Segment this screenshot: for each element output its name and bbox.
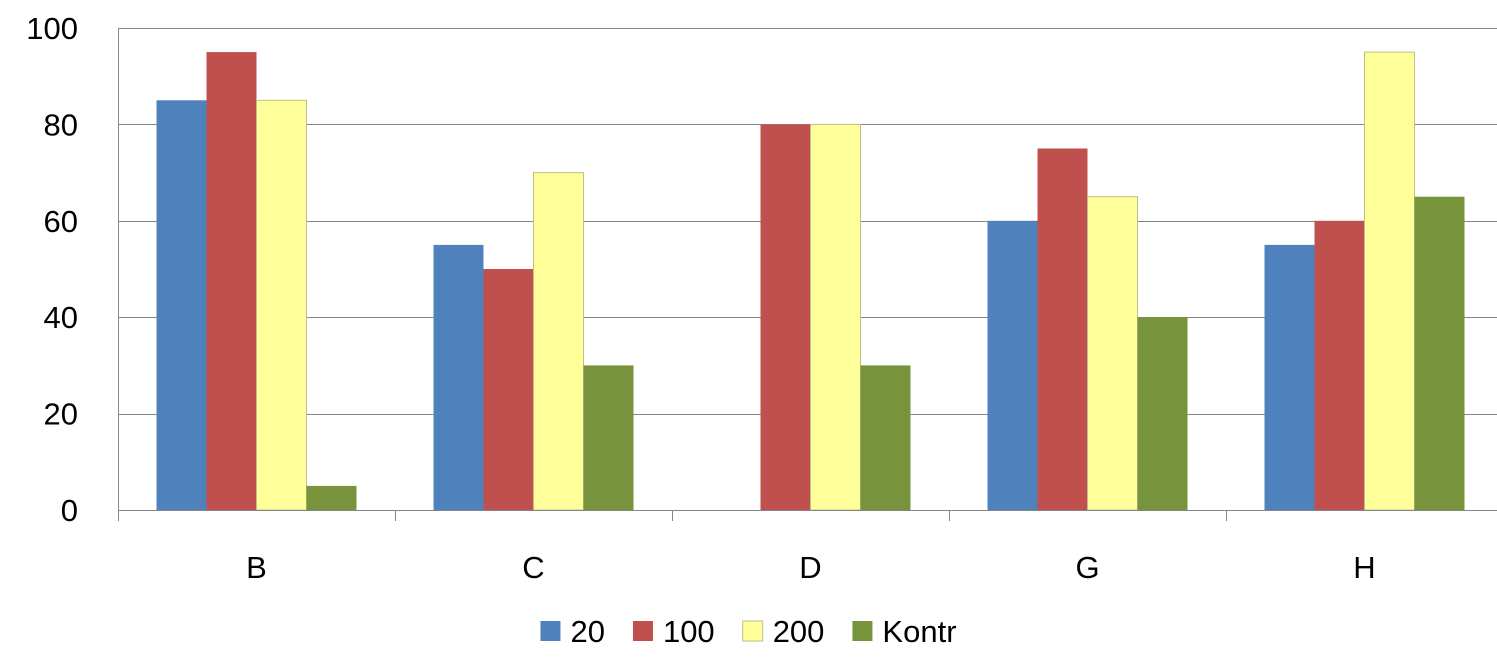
legend: 20 100 200 Kontr bbox=[540, 614, 957, 649]
y-tick-label: 20 bbox=[44, 397, 78, 432]
y-tick-label: 0 bbox=[61, 493, 78, 528]
y-tick-label: 100 bbox=[26, 11, 78, 46]
bar-20-B bbox=[156, 100, 207, 511]
legend-label: 200 bbox=[773, 614, 825, 649]
x-tick-label: D bbox=[799, 550, 821, 585]
legend-item-100: 100 bbox=[632, 614, 715, 649]
bar-200-G bbox=[1087, 196, 1138, 511]
bar-20-G bbox=[987, 220, 1038, 511]
bar-100-C bbox=[483, 269, 534, 510]
bar-Kontr-G bbox=[1137, 317, 1188, 510]
bar-Kontr-C bbox=[583, 365, 634, 510]
bar-100-G bbox=[1037, 148, 1088, 510]
legend-item-200: 200 bbox=[742, 614, 825, 649]
x-axis bbox=[118, 28, 1497, 521]
y-tick-label: 80 bbox=[44, 107, 78, 142]
legend-swatch bbox=[540, 621, 561, 641]
bar-20-C bbox=[433, 244, 484, 510]
bar-20-H bbox=[1264, 244, 1315, 510]
legend-label: Kontr bbox=[882, 614, 956, 649]
bar-Kontr-B bbox=[306, 485, 357, 510]
legend-item-Kontr: Kontr bbox=[852, 614, 957, 649]
legend-swatch bbox=[852, 621, 873, 641]
bar-Kontr-D bbox=[860, 365, 911, 510]
bars bbox=[156, 51, 1465, 511]
bar-100-B bbox=[206, 52, 257, 510]
x-tick-label: G bbox=[1075, 550, 1099, 585]
legend-label: 20 bbox=[570, 614, 604, 649]
bar-100-D bbox=[760, 124, 811, 511]
y-tick-label: 40 bbox=[44, 300, 78, 335]
y-tick-label: 60 bbox=[44, 204, 78, 239]
bar-200-D bbox=[810, 123, 861, 511]
bar-200-B bbox=[256, 99, 307, 511]
legend-swatch bbox=[632, 621, 653, 641]
bar-100-H bbox=[1314, 220, 1365, 511]
bar-200-C bbox=[533, 172, 584, 511]
legend-label: 100 bbox=[663, 614, 715, 649]
x-tick-label: C bbox=[522, 550, 544, 585]
bar-200-H bbox=[1364, 51, 1415, 511]
y-axis-ticks: 0 20 40 60 80 100 bbox=[26, 11, 78, 528]
legend-swatch bbox=[742, 620, 764, 642]
x-tick-label: H bbox=[1353, 550, 1375, 585]
bar-Kontr-H bbox=[1414, 196, 1465, 510]
legend-item-20: 20 bbox=[540, 614, 605, 649]
x-tick-label: B bbox=[246, 550, 267, 585]
